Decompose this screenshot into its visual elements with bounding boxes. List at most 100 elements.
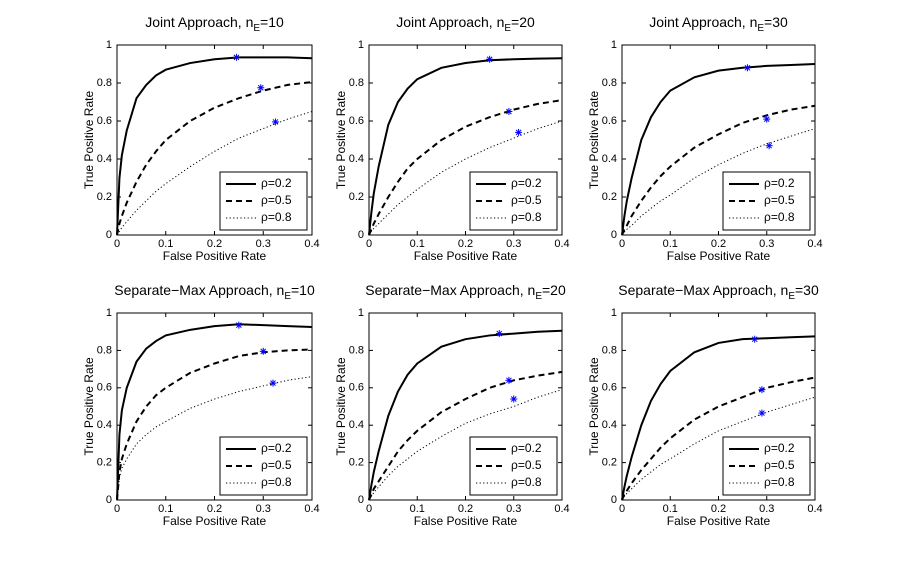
x-tick-label: 0.1 xyxy=(663,503,678,515)
title-rest: =30 xyxy=(795,282,819,298)
legend-label: ρ=0.2 xyxy=(511,441,542,455)
y-tick-label: 0.6 xyxy=(97,382,112,394)
legend-label: ρ=0.5 xyxy=(261,193,292,207)
operating-point xyxy=(257,84,265,92)
y-axis-label: True Positive Rate xyxy=(587,357,601,456)
x-tick-label: 0.2 xyxy=(458,238,473,250)
subplot: Joint Approach, nE=20 False Positive Rate… xyxy=(334,14,569,263)
marker-stroke xyxy=(506,377,512,384)
title-sub: E xyxy=(284,291,291,302)
legend: ρ=0.2 ρ=0.5 ρ=0.8 xyxy=(219,171,308,231)
x-tick-label: 0.4 xyxy=(304,238,319,250)
x-tick-label: 0 xyxy=(366,503,372,515)
operating-point xyxy=(486,55,494,63)
y-tick-label: 0.8 xyxy=(602,77,617,89)
operating-point xyxy=(758,386,766,394)
roc-line xyxy=(116,111,313,236)
operating-point xyxy=(758,409,766,417)
legend-label: ρ=0.2 xyxy=(511,176,542,190)
legend-box xyxy=(722,171,811,231)
operating-point xyxy=(269,379,277,387)
x-axis-label: False Positive Rate xyxy=(414,514,518,528)
y-tick-label: 0.2 xyxy=(97,457,112,469)
title-sub: E xyxy=(253,23,260,34)
x-tick-label: 0 xyxy=(114,238,120,250)
y-tick-label: 0.2 xyxy=(602,457,617,469)
y-tick-label: 0 xyxy=(358,494,364,506)
x-tick-label: 0.4 xyxy=(554,238,569,250)
y-axis-label: True Positive Rate xyxy=(82,91,96,190)
y-tick-label: 0.4 xyxy=(97,419,112,431)
legend-label: ρ=0.2 xyxy=(764,441,795,455)
x-tick-label: 0.1 xyxy=(158,238,173,250)
x-tick-label: 0.3 xyxy=(256,238,271,250)
subplot: Joint Approach, nE=10 False Positive Rate… xyxy=(82,14,319,263)
legend-label: ρ=0.5 xyxy=(261,458,292,472)
y-tick-label: 1 xyxy=(358,39,364,51)
y-tick-label: 0.8 xyxy=(349,77,364,89)
y-tick-label: 1 xyxy=(611,39,617,51)
title-rest: =20 xyxy=(542,282,566,298)
operating-point xyxy=(765,142,773,150)
legend-label: ρ=0.8 xyxy=(511,210,542,224)
x-tick-label: 0 xyxy=(619,238,625,250)
y-tick-label: 0.2 xyxy=(602,191,617,203)
marker-stroke xyxy=(257,84,264,91)
roc-line xyxy=(621,104,816,236)
legend-label: ρ=0.2 xyxy=(261,176,292,190)
title-sub: E xyxy=(757,23,764,34)
y-tick-label: 1 xyxy=(358,307,364,319)
y-tick-label: 0.4 xyxy=(97,153,112,165)
operating-point xyxy=(235,321,243,329)
operating-point xyxy=(743,64,751,72)
y-tick-label: 0.4 xyxy=(602,419,617,431)
x-tick-label: 0.3 xyxy=(759,238,774,250)
marker-stroke xyxy=(506,108,512,115)
x-tick-label: 0.3 xyxy=(506,503,521,515)
x-tick-label: 0 xyxy=(366,238,372,250)
x-tick-label: 0 xyxy=(114,503,120,515)
x-tick-label: 0.1 xyxy=(158,503,173,515)
legend: ρ=0.2 ρ=0.5 ρ=0.8 xyxy=(469,171,558,231)
x-axis-label: False Positive Rate xyxy=(163,514,267,528)
roc-line xyxy=(368,329,563,501)
legend-label: ρ=0.8 xyxy=(511,475,542,489)
y-tick-label: 0 xyxy=(611,494,617,506)
y-tick-label: 0.6 xyxy=(602,115,617,127)
x-tick-label: 0.4 xyxy=(304,503,319,515)
y-tick-label: 1 xyxy=(106,307,112,319)
chart-title: Joint Approach, nE=10 xyxy=(145,14,284,34)
marker-stroke xyxy=(270,380,276,386)
operating-point xyxy=(505,376,513,384)
x-tick-label: 0.1 xyxy=(410,503,425,515)
y-tick-label: 0.8 xyxy=(97,77,112,89)
marker-stroke xyxy=(744,64,751,71)
y-tick-label: 0.6 xyxy=(349,382,364,394)
operating-point xyxy=(505,108,513,115)
legend: ρ=0.2 ρ=0.5 ρ=0.8 xyxy=(722,171,811,231)
y-tick-label: 1 xyxy=(106,39,112,51)
y-tick-label: 0 xyxy=(611,229,617,241)
y-tick-label: 0.6 xyxy=(97,115,112,127)
marker-stroke xyxy=(515,129,522,136)
y-axis-label: True Positive Rate xyxy=(587,91,601,190)
y-axis-label: True Positive Rate xyxy=(334,91,348,190)
legend-box xyxy=(722,436,811,496)
title-rest: =30 xyxy=(764,14,788,30)
x-tick-label: 0.2 xyxy=(458,503,473,515)
chart-title: Separate−Max Approach, nE=30 xyxy=(618,282,819,302)
roc-line xyxy=(116,81,313,236)
legend-label: ρ=0.5 xyxy=(764,458,795,472)
operating-point xyxy=(232,53,240,61)
legend-label: ρ=0.5 xyxy=(511,193,542,207)
legend-label: ρ=0.5 xyxy=(511,458,542,472)
legend: ρ=0.2 ρ=0.5 ρ=0.8 xyxy=(219,436,308,496)
x-tick-label: 0 xyxy=(619,503,625,515)
legend: ρ=0.2 ρ=0.5 ρ=0.8 xyxy=(722,436,811,496)
chart-title: Separate−Max Approach, nE=20 xyxy=(365,282,566,302)
operating-point xyxy=(515,128,523,136)
marker-stroke xyxy=(759,410,765,416)
x-tick-label: 0.4 xyxy=(807,503,822,515)
roc-line xyxy=(116,323,313,501)
